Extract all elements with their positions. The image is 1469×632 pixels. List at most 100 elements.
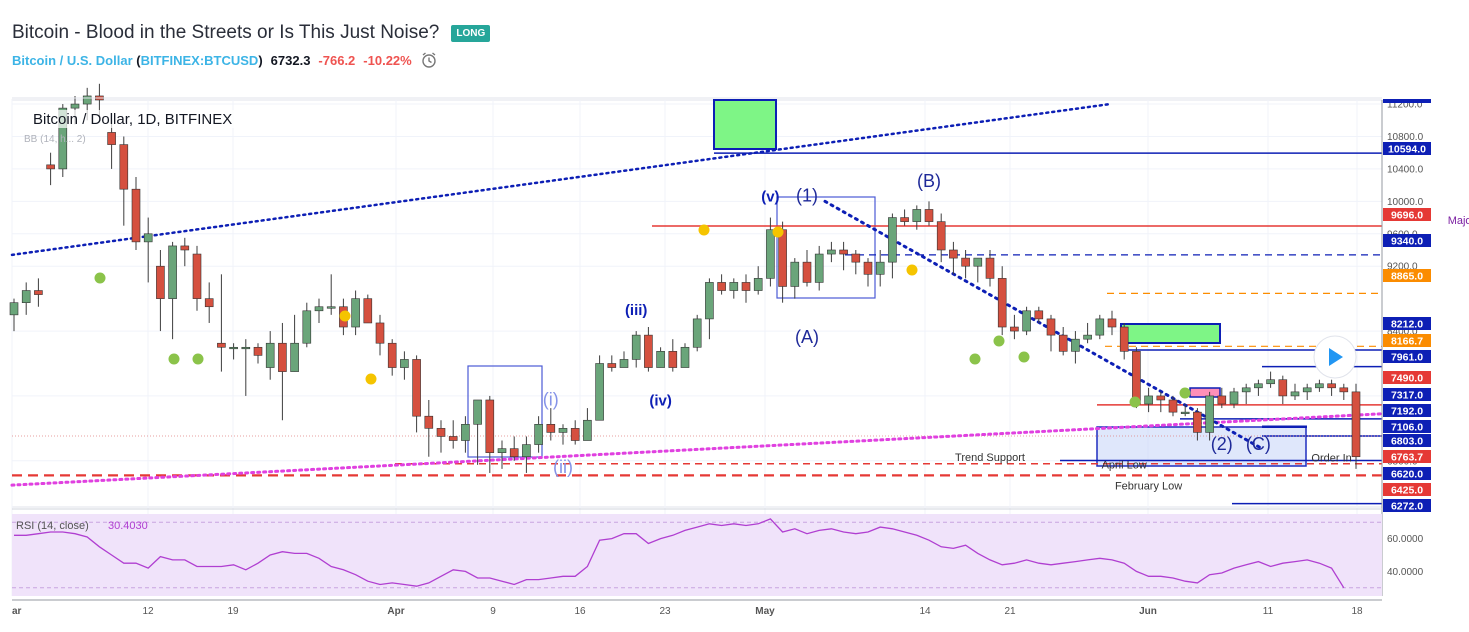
candle-body	[412, 359, 421, 417]
price-label-text: 6272.0	[1391, 501, 1423, 513]
rsi-line	[14, 518, 1345, 589]
candle-body	[778, 229, 787, 287]
time-tick-label: May	[755, 606, 775, 617]
candle-body	[473, 399, 482, 425]
candle-body	[1010, 326, 1019, 332]
candle-body	[1205, 395, 1214, 433]
price-label-text: 8166.7	[1391, 336, 1423, 348]
candle-body	[265, 342, 275, 368]
exchange-close-paren: )	[258, 52, 263, 68]
candle-body	[1022, 310, 1031, 332]
candle-body	[1278, 379, 1288, 397]
price-tick-label: 9200.0	[1387, 262, 1418, 273]
time-tick-label: 21	[1004, 606, 1016, 617]
candle-body	[839, 249, 848, 255]
price-label-text: 6803.0	[1391, 436, 1423, 448]
chart-header: Bitcoin - Blood in the Streets or Is Thi…	[12, 18, 491, 48]
wave-label: (C)	[1246, 434, 1271, 454]
candle-body	[375, 322, 385, 344]
price-label-text: 6425.0	[1391, 485, 1423, 497]
price-label-text: 7317.0	[1391, 390, 1423, 402]
signal-dot	[969, 353, 981, 365]
price-change-percent: -10.22%	[363, 52, 412, 68]
candle-body	[436, 428, 446, 437]
wave-i-ii-box	[467, 365, 543, 458]
candle-body	[753, 278, 763, 291]
trend-support-line	[10, 412, 1384, 487]
price-axis[interactable]: 11200.010800.010400.010000.09600.09200.0…	[12, 97, 1431, 596]
candle-body	[204, 298, 214, 308]
candle-body	[692, 318, 702, 348]
alarm-clock-icon[interactable]	[420, 51, 438, 69]
candle-body	[1180, 411, 1190, 414]
exchange-name[interactable]: BITFINEX:BTCUSD	[140, 52, 259, 68]
rsi-tick-label: 40.0000	[1387, 567, 1424, 578]
rsi-value: 30.4030	[108, 520, 148, 532]
candle-body	[363, 298, 373, 324]
price-label-tag	[1383, 420, 1431, 433]
time-tick-label: ar	[12, 606, 22, 617]
price-label-tag	[1383, 350, 1431, 363]
price-label-tag	[1383, 234, 1431, 247]
candle-body	[875, 261, 885, 275]
candle-body	[1168, 399, 1178, 413]
chart-legend: Bitcoin / Dollar, 1D, BITFINEX	[33, 111, 232, 128]
candle-body	[1132, 351, 1141, 405]
candle-body	[924, 209, 934, 222]
candle-body	[1034, 310, 1044, 320]
candle-body	[290, 342, 299, 372]
price-label-text: 7192.0	[1391, 406, 1423, 418]
time-axis[interactable]: ar 12 19 Apr 9 16 23 May 14 21 Jun 11 18	[12, 599, 1382, 617]
candle-body	[34, 290, 43, 295]
candle-body	[400, 359, 409, 368]
candle-body	[802, 261, 812, 283]
symbol-link[interactable]: Bitcoin / U.S. Dollar (BITFINEX:BTCUSD)	[12, 53, 263, 68]
candle-body	[156, 265, 165, 299]
candle-body	[217, 342, 226, 348]
candle-body	[827, 249, 836, 255]
candle-body	[936, 221, 946, 251]
signal-dot	[339, 310, 351, 322]
candle-body	[1217, 395, 1227, 405]
candle-body	[534, 424, 543, 445]
wave-label: (iv)	[649, 393, 672, 410]
candle-body	[424, 415, 434, 429]
wave-label: (v)	[761, 188, 779, 205]
candle-body	[912, 209, 922, 222]
upper-green-target-box	[713, 99, 777, 150]
signal-dot	[1129, 396, 1141, 408]
price-tick-label: 10000.0	[1387, 197, 1424, 208]
candle-body	[1107, 318, 1117, 328]
price-change: -766.2	[318, 52, 356, 68]
signal-dot	[365, 373, 377, 385]
candle-body	[497, 448, 507, 453]
candle-body	[278, 342, 287, 372]
candle-body	[1290, 391, 1300, 397]
candle-body	[888, 217, 897, 263]
upper-trendline	[10, 102, 1112, 257]
time-tick-label: 11	[1263, 606, 1274, 617]
candle-body	[949, 249, 958, 259]
candle-body	[790, 261, 800, 287]
legend-background	[14, 110, 279, 128]
time-tick-label: 9	[490, 606, 496, 617]
price-tick-label: 10800.0	[1387, 132, 1424, 143]
candle-body	[70, 103, 80, 109]
candle-body	[1156, 395, 1166, 401]
replay-button[interactable]	[1313, 335, 1357, 379]
rsi-band-background	[12, 514, 1382, 596]
signal-dot	[1018, 351, 1030, 363]
wave-label: Major Resistance	[1448, 215, 1469, 227]
candle-body	[729, 282, 739, 291]
candle-body	[131, 188, 141, 243]
price-tick-label: 10400.0	[1387, 164, 1424, 175]
candle-body	[58, 107, 68, 170]
candle-body	[253, 346, 263, 356]
price-label-text: 8865.0	[1391, 271, 1423, 283]
candles	[9, 83, 1361, 473]
price-label-tag	[1383, 334, 1431, 347]
price-label-text: 6763.7	[1391, 452, 1423, 464]
candle-body	[1083, 334, 1092, 340]
symbol-name[interactable]: Bitcoin / U.S. Dollar	[12, 52, 133, 68]
